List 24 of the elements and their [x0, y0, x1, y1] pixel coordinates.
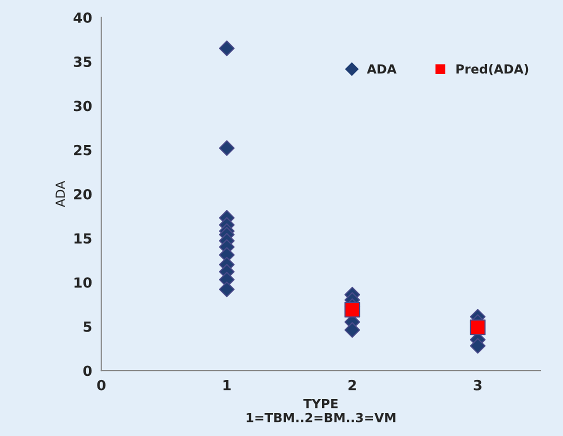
y-tick-label: 10	[74, 277, 92, 288]
x-axis-title: TYPE 1=TBM..2=BM..3=VM	[246, 399, 396, 422]
x-tick-label: 0	[97, 380, 106, 390]
y-tick-label: 25	[74, 144, 92, 156]
x-tick-label: 2	[348, 380, 356, 390]
y-axis-title: ADA	[56, 180, 65, 208]
x-tick-label: 3	[474, 380, 482, 390]
y-tick-label: 20	[74, 188, 92, 200]
y-tick-label: 5	[84, 322, 92, 332]
point	[344, 302, 360, 318]
y-tick-label: 40	[74, 12, 92, 23]
point	[470, 338, 486, 354]
point	[218, 282, 235, 298]
point	[218, 140, 235, 156]
y-tick-label: 30	[74, 100, 92, 112]
point	[218, 40, 235, 56]
y-tick-label: 0	[83, 366, 92, 376]
legend-label: ADA	[366, 64, 397, 74]
y-tick-label: 15	[74, 233, 92, 244]
legend-label: Pred(ADA)	[456, 64, 528, 76]
point	[344, 322, 360, 338]
point	[470, 320, 486, 336]
x-tick-label: 1	[224, 380, 231, 390]
y-tick-label: 35	[74, 56, 92, 68]
